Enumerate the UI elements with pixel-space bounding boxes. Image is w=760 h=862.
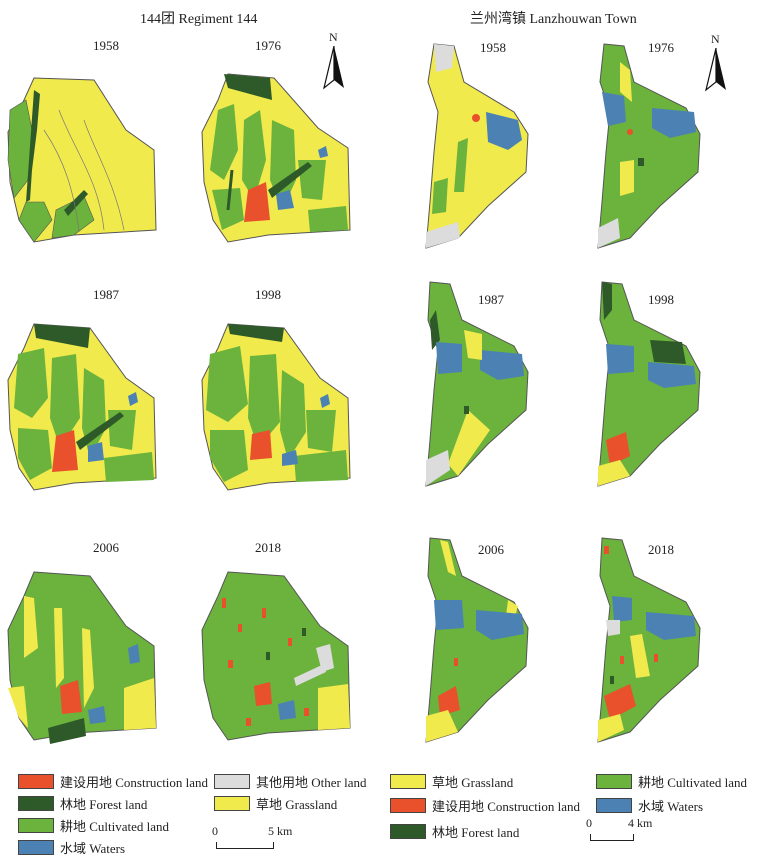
year-label: 1998 [255,287,281,302]
map-lanzhouwan-1958 [425,43,529,249]
year-label: 1958 [93,38,119,53]
scale-bar: 0 4 km [586,816,668,846]
map-regiment144-1987 [7,323,157,491]
year-label: 1987 [93,287,119,302]
legend-item-waters: 水域 Waters [18,838,125,857]
legend-swatch [214,774,250,789]
year-label: 1976 [255,38,281,53]
legend-item-cultivated-land: 耕地 Cultivated land [18,816,169,835]
map-regiment144-1958 [7,77,157,243]
map-lanzhouwan-1987 [425,281,529,487]
map-lanzhouwan-2018 [597,537,701,743]
legend-swatch [390,798,426,813]
legend-item-grassland: 草地 Grassland [390,772,513,791]
map-regiment144-2006 [7,571,157,744]
legend-swatch [596,774,632,789]
legend-swatch [18,774,54,789]
map-lanzhouwan-1998 [597,281,701,487]
map-regiment144-1976 [201,73,351,243]
right-panel-title: 兰州湾镇 Lanzhouwan Town [470,12,637,27]
map-lanzhouwan-1976 [597,43,701,249]
year-label: 2006 [478,542,504,557]
legend-item-grassland: 草地 Grassland [214,794,337,813]
year-label: 2018 [648,542,674,557]
legend-item-forest-land: 林地 Forest land [18,794,147,813]
year-label: 1976 [648,40,674,55]
map-regiment144-1998 [201,323,351,491]
year-label: 2006 [93,540,119,555]
legend-item-forest-land: 林地 Forest land [390,822,519,841]
year-label: 1998 [648,292,674,307]
legend-swatch [390,824,426,839]
legend-swatch [18,840,54,855]
legend-item-other-land: 其他用地 Other land [214,772,366,791]
year-label: 1958 [480,40,506,55]
legend-swatch [18,818,54,833]
legend-item-construction-land: 建设用地 Construction land [18,772,208,791]
legend-item-construction-land: 建设用地 Construction land [390,796,580,815]
north-arrow-icon: N [322,30,346,90]
legend-item-cultivated-land: 耕地 Cultivated land [596,772,747,791]
legend-swatch [18,796,54,811]
year-label: 1987 [478,292,504,307]
scale-bar: 0 5 km [212,824,294,854]
map-lanzhouwan-2006 [425,537,529,743]
left-panel-title: 144团 Regiment 144 [140,12,258,27]
legend-item-waters: 水域 Waters [596,796,703,815]
legend-swatch [596,798,632,813]
north-arrow-icon: N [704,32,728,92]
map-regiment144-2018 [201,571,351,741]
year-label: 2018 [255,540,281,555]
legend-swatch [390,774,426,789]
legend-swatch [214,796,250,811]
